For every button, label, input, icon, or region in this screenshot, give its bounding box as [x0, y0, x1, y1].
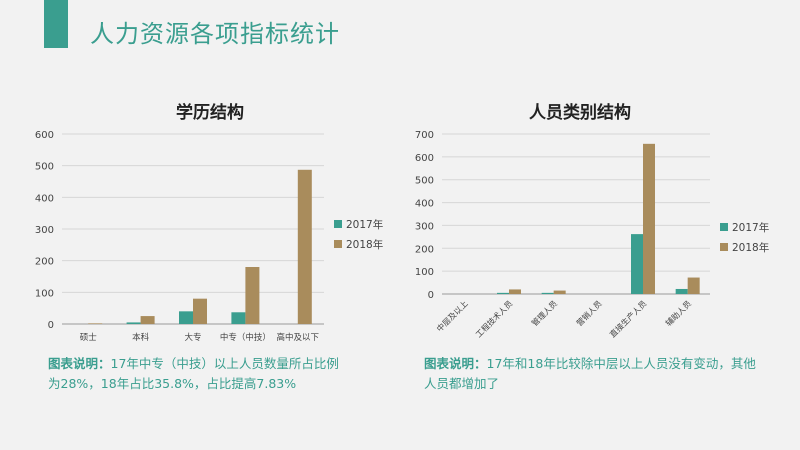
legend-swatch-2018 — [334, 240, 342, 248]
x-tick-label: 大专 — [184, 332, 201, 343]
x-tick-label: 工程技术人员 — [473, 298, 514, 339]
bar-2017 — [675, 288, 688, 294]
y-tick-label: 0 — [428, 290, 434, 301]
legend-label: 2018年 — [732, 241, 769, 254]
note-text: 17年中专（中技）以上人员数量所占比例为28%，18年占比35.8%，占比提高7… — [48, 356, 339, 391]
x-tick-label: 直接生产人员 — [607, 298, 648, 339]
bar-2018 — [245, 267, 260, 324]
y-tick-label: 300 — [35, 225, 54, 236]
bar-2018 — [140, 316, 155, 324]
y-tick-label: 100 — [35, 288, 54, 299]
bar-2018 — [553, 290, 566, 294]
x-tick-label: 本科 — [132, 332, 150, 343]
x-tick-label: 管理人员 — [529, 298, 559, 328]
note-label: 图表说明： — [48, 356, 111, 371]
bar-2017 — [631, 234, 643, 294]
personnel-chart: 0 100 200 300 400 500 600 700 中层及以上 工程技术人员 管理人员 营销人… — [415, 130, 769, 339]
y-tick-label: 200 — [35, 257, 54, 268]
legend-label: 2018年 — [346, 238, 383, 251]
bar-2018 — [643, 143, 655, 294]
bar-2018 — [509, 289, 521, 294]
legend-label: 2017年 — [732, 221, 769, 234]
x-tick-label: 高中及以下 — [277, 332, 320, 343]
chart-note-personnel: 图表说明：17年和18年比较除中层以上人员没有变动，其他人员都增加了 — [424, 354, 764, 394]
bar-2017 — [231, 312, 246, 324]
x-tick-label: 中层及以上 — [434, 298, 469, 333]
note-text: 17年和18年比较除中层以上人员没有变动，其他人员都增加了 — [424, 356, 756, 391]
chart-title-education: 学历结构 — [176, 103, 244, 123]
page-title: 人力资源各项指标统计 — [90, 20, 340, 48]
y-tick-label: 600 — [415, 153, 434, 164]
y-tick-label: 0 — [48, 320, 54, 331]
bar-2018 — [88, 323, 103, 324]
legend-swatch-2018 — [720, 243, 728, 251]
y-tick-label: 300 — [415, 221, 434, 232]
y-tick-label: 500 — [415, 176, 434, 187]
bar-2018 — [687, 277, 700, 294]
y-tick-label: 600 — [35, 130, 54, 141]
legend-swatch-2017 — [720, 223, 728, 231]
legend-swatch-2017 — [334, 220, 342, 228]
y-tick-label: 100 — [415, 267, 434, 278]
bar-2017 — [179, 311, 193, 324]
y-tick-label: 400 — [35, 193, 54, 204]
bar-2017 — [541, 292, 554, 294]
bar-2018 — [297, 169, 312, 324]
x-tick-label: 中专（中技） — [220, 332, 271, 343]
x-tick-label: 硕士 — [80, 332, 98, 343]
y-tick-label: 400 — [415, 199, 434, 210]
note-label: 图表说明： — [424, 356, 487, 371]
chart-title-personnel: 人员类别结构 — [529, 103, 631, 123]
title-accent-bar — [44, 0, 68, 48]
chart-note-education: 图表说明：17年中专（中技）以上人员数量所占比例为28%，18年占比35.8%，… — [48, 354, 348, 394]
bar-2017 — [497, 292, 509, 294]
legend-label: 2017年 — [346, 218, 383, 231]
y-tick-label: 700 — [415, 130, 434, 141]
bar-2017 — [126, 322, 141, 324]
y-tick-label: 200 — [415, 244, 434, 255]
bar-2018 — [193, 298, 207, 324]
x-tick-label: 营销人员 — [574, 298, 604, 328]
x-tick-label: 辅助人员 — [663, 298, 693, 328]
education-chart: 0 100 200 300 400 500 600 硕士 本科 大专 中专（中技） 高中及以下 2017… — [35, 130, 383, 343]
y-tick-label: 500 — [35, 162, 54, 173]
